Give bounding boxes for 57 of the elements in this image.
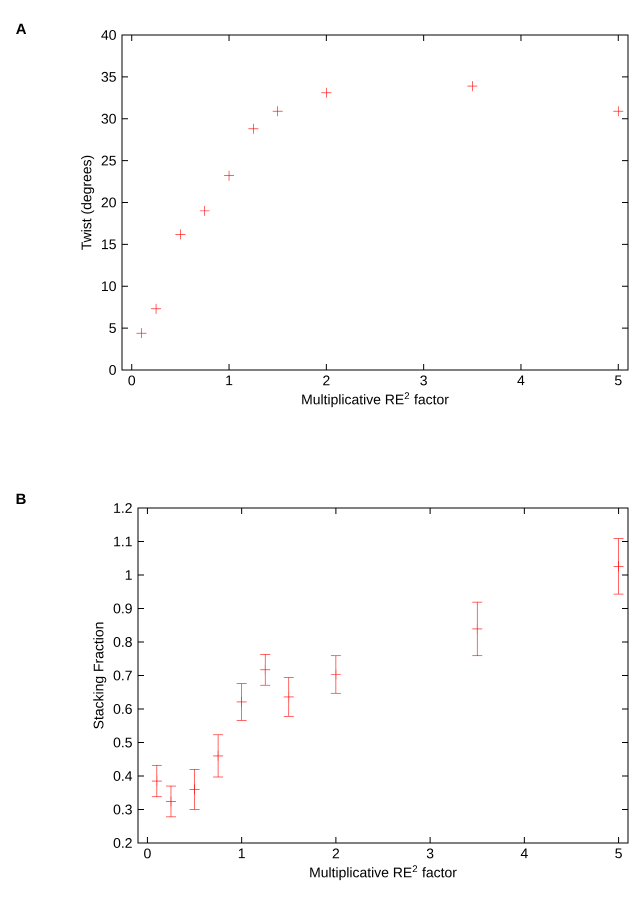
- y-tick-label: 35: [101, 72, 116, 82]
- point: [330, 669, 342, 680]
- y-tick-label: 0.7: [114, 670, 132, 680]
- point: [612, 106, 624, 117]
- point: [152, 776, 162, 786]
- point: [472, 624, 483, 634]
- y-axis-title: Stacking Fraction: [93, 622, 106, 729]
- point: [175, 229, 186, 240]
- y-tick-label: 0.2: [114, 838, 132, 848]
- point: [150, 304, 162, 314]
- point: [272, 106, 283, 117]
- y-tick-label: 1: [126, 570, 132, 580]
- point: [189, 784, 200, 795]
- x-tick-label: 5: [615, 848, 622, 858]
- y-tick-label: 15: [102, 240, 116, 250]
- y-tick-label: 0.5: [114, 738, 132, 748]
- point: [236, 696, 247, 708]
- point: [321, 87, 332, 98]
- y-tick-label: 20: [102, 198, 116, 208]
- y-tick-label: 25: [102, 156, 116, 166]
- y-tick-label: 0.3: [114, 804, 132, 814]
- x-tick-label: 1: [226, 376, 232, 386]
- y-tick-label: 1.2: [114, 503, 132, 513]
- point: [136, 328, 147, 338]
- y-tick-label: 1.1: [114, 536, 132, 546]
- point: [199, 206, 210, 216]
- point: [467, 80, 478, 92]
- y-tick-label: 0.4: [114, 771, 132, 781]
- y-tick-label: 40: [101, 30, 116, 40]
- x-tick-label: 2: [332, 848, 340, 858]
- x-tick-label: 1: [238, 848, 245, 858]
- y-tick-label: 0.6: [114, 704, 132, 714]
- x-axis-title: Multiplicative RE$^{2}$ factor: [310, 865, 457, 880]
- y-tick-label: 0.9: [114, 604, 132, 614]
- point: [248, 123, 259, 134]
- x-tick-label: 4: [517, 376, 524, 386]
- x-tick-label: 3: [426, 848, 434, 858]
- x-tick-label: 2: [323, 376, 330, 386]
- point: [283, 692, 294, 702]
- x-axis-title: Multiplicative RE$^{2}$ factor: [302, 392, 449, 408]
- y-tick-label: 30: [101, 114, 116, 124]
- y-tick-label: 5: [109, 323, 116, 333]
- x-tick-label: 0: [144, 848, 151, 858]
- y-tick-label: 10: [102, 281, 116, 292]
- point: [260, 664, 271, 676]
- chart-title: A: [16, 24, 26, 34]
- x-tick-label: 5: [614, 376, 622, 386]
- point: [166, 796, 176, 807]
- point: [613, 560, 624, 572]
- x-tick-label: 4: [520, 848, 528, 858]
- y-tick-label: 0.8: [114, 637, 132, 647]
- y-axis-title: Twist (degrees): [81, 156, 94, 250]
- point: [224, 170, 234, 181]
- chart-title: B: [16, 494, 26, 504]
- point: [212, 750, 224, 762]
- y-tick-label: 0: [109, 365, 116, 375]
- x-tick-label: 3: [420, 376, 427, 386]
